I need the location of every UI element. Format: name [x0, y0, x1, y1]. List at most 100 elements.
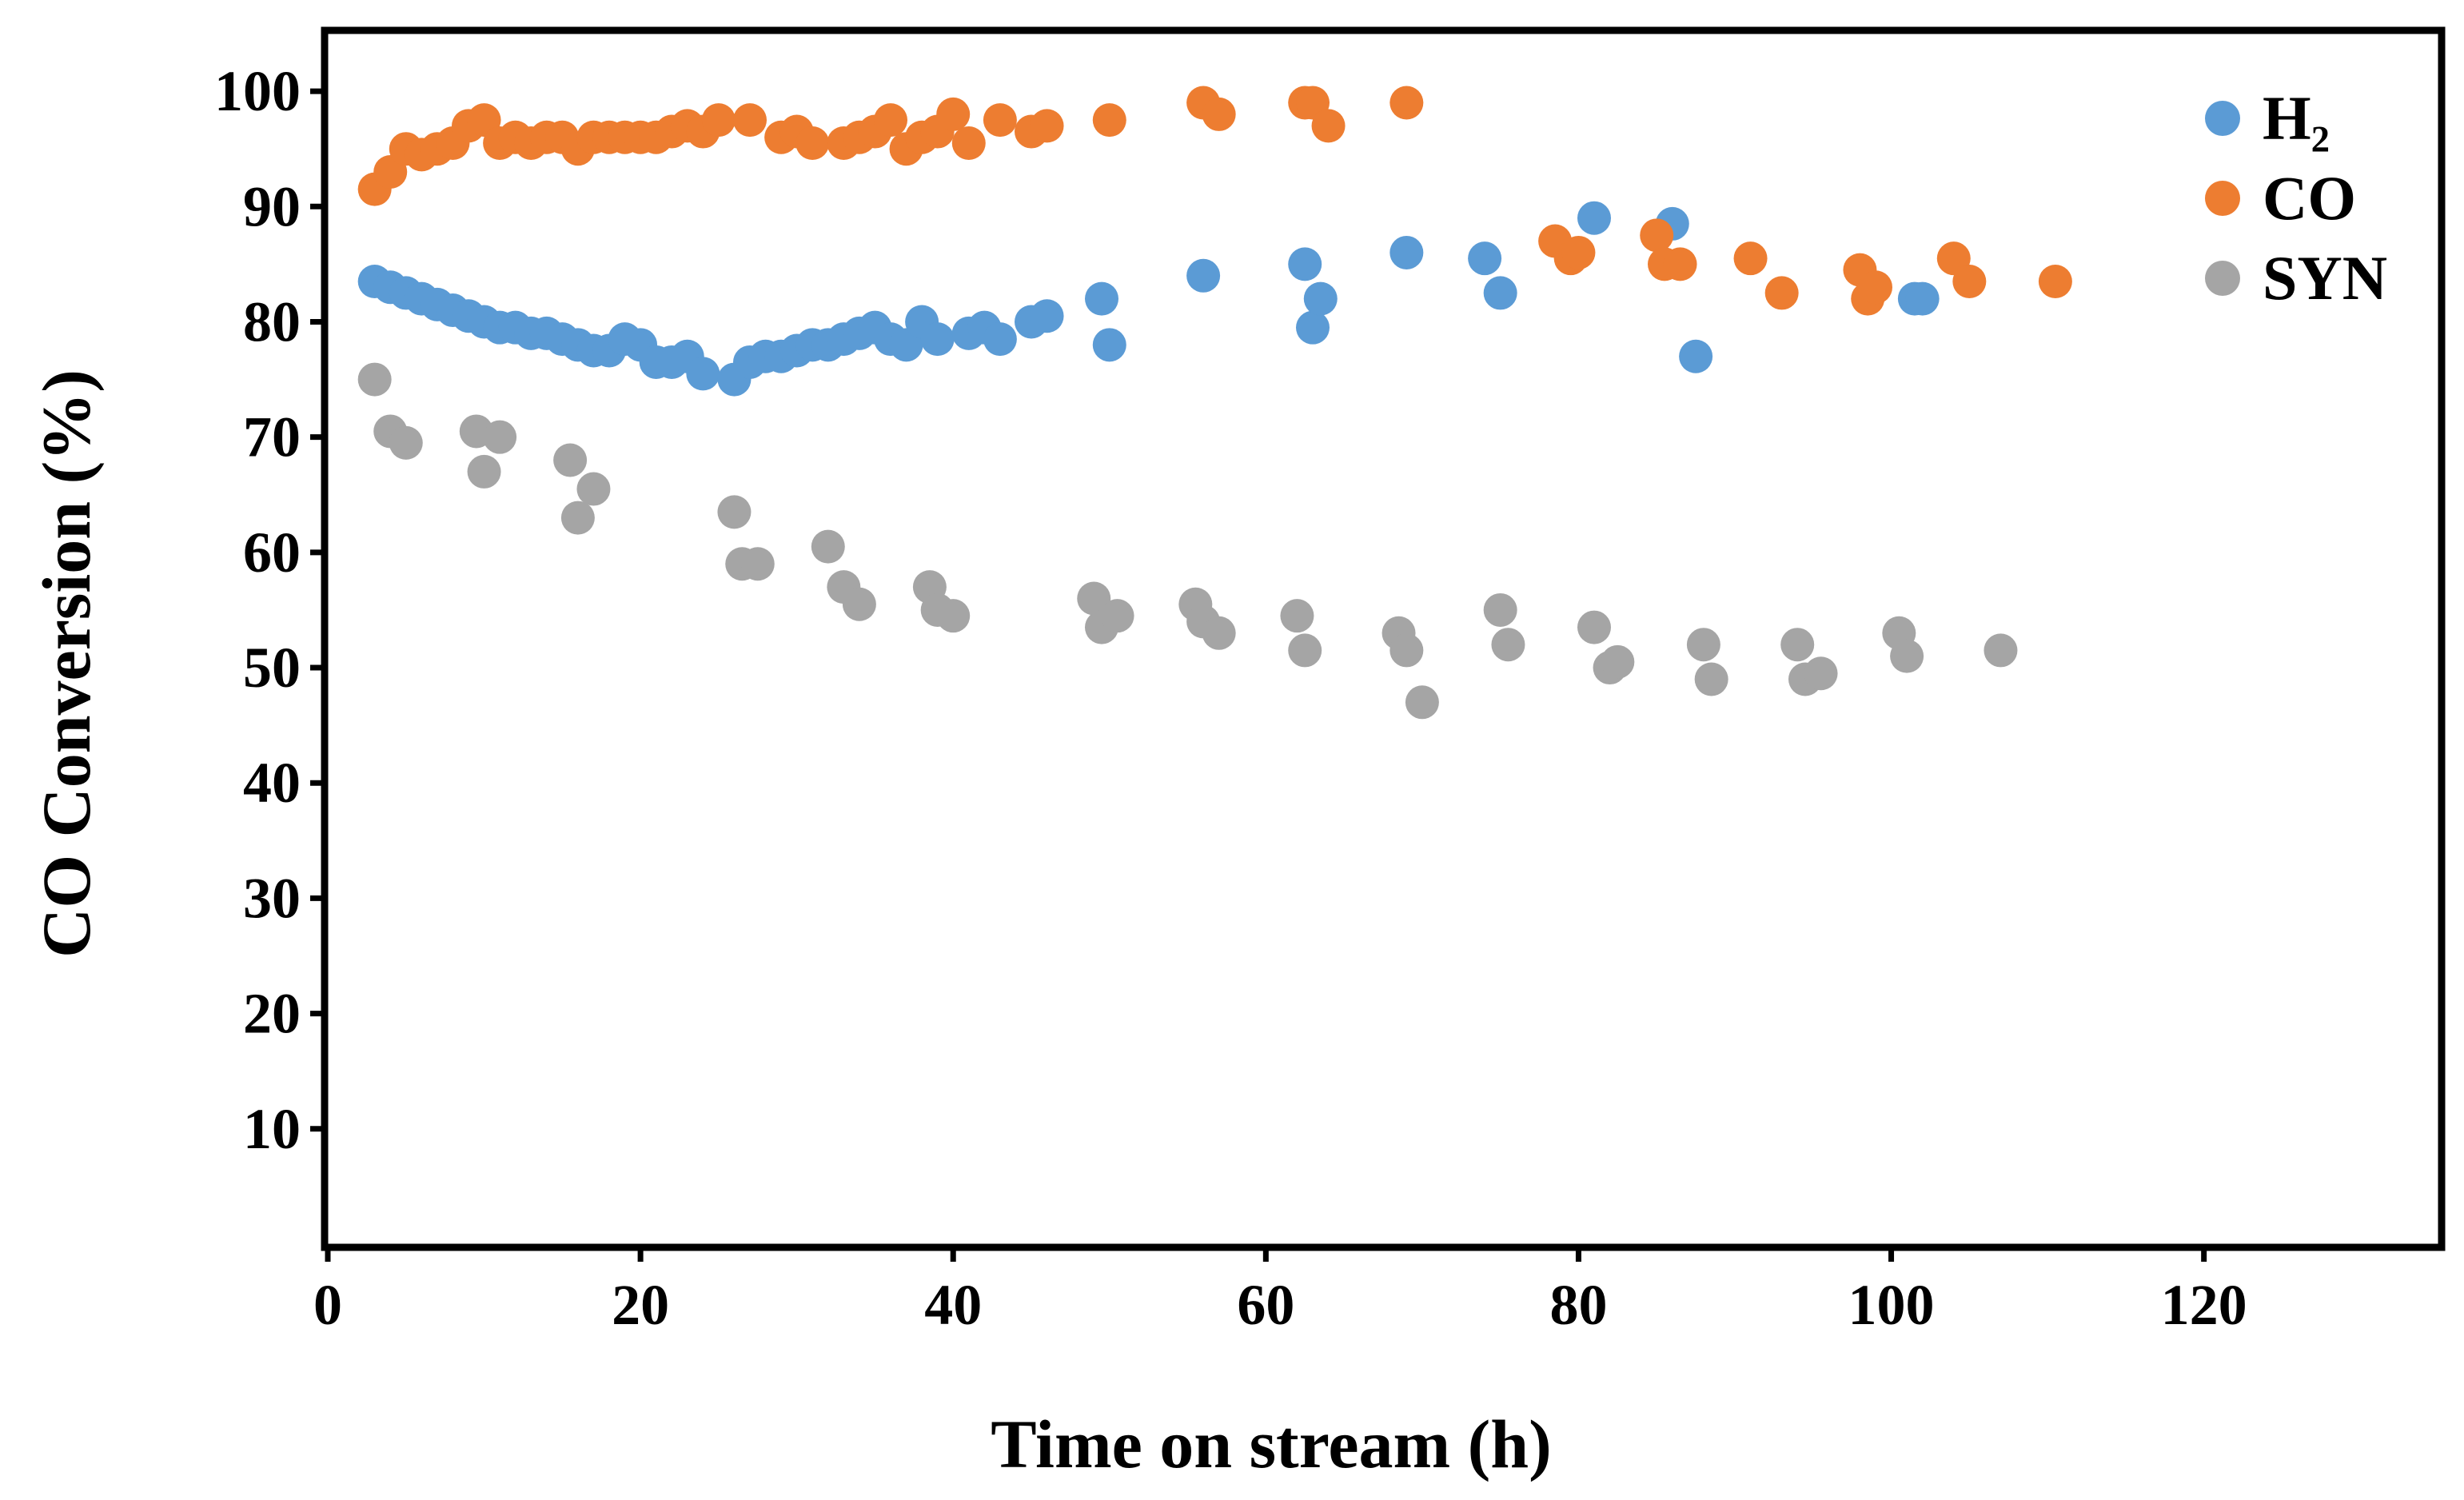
data-point — [1030, 299, 1064, 333]
y-tick-label: 60 — [243, 521, 301, 584]
data-point — [1679, 339, 1713, 373]
data-point — [1186, 258, 1221, 293]
x-tick-label: 0 — [313, 1273, 342, 1337]
series-layer — [357, 86, 2072, 720]
data-point — [1890, 639, 1924, 673]
data-point — [811, 529, 845, 564]
data-point — [1303, 281, 1338, 316]
data-point — [1092, 103, 1126, 138]
data-point — [1030, 109, 1064, 143]
data-point — [357, 362, 392, 397]
x-tick-label: 100 — [1848, 1273, 1935, 1337]
legend-marker — [2205, 101, 2240, 136]
data-point — [920, 322, 955, 357]
legend-label: H₂ — [2263, 83, 2330, 153]
data-point — [1077, 581, 1111, 616]
data-point — [560, 501, 595, 535]
data-point — [936, 599, 971, 633]
data-point — [1389, 235, 1424, 269]
data-point — [1984, 633, 2018, 668]
data-point — [1952, 265, 1987, 299]
data-point — [936, 97, 971, 131]
legend: H₂ CO SYN — [2205, 83, 2387, 313]
data-point — [1733, 241, 1768, 276]
y-axis-title: CO Conversion (%) — [28, 369, 105, 958]
legend-label: CO — [2263, 163, 2356, 233]
data-point — [1577, 201, 1611, 235]
data-point — [795, 126, 830, 160]
y-axis: 10 20 30 40 50 60 70 80 90 100 — [214, 59, 328, 1161]
legend-marker — [2205, 261, 2240, 296]
x-tick-label: 40 — [924, 1273, 982, 1337]
data-point — [1905, 281, 1940, 316]
series-co — [357, 86, 2072, 316]
x-tick-label: 20 — [612, 1273, 669, 1337]
data-point — [1764, 276, 1799, 310]
data-point — [733, 103, 767, 138]
data-point — [389, 425, 423, 460]
data-point — [951, 126, 986, 160]
data-point — [983, 322, 1017, 357]
data-point — [1100, 599, 1134, 633]
data-point — [1202, 97, 1236, 131]
data-point — [2038, 265, 2072, 299]
plot-area — [321, 26, 2446, 1251]
data-point — [1694, 662, 1728, 696]
data-point — [1405, 685, 1439, 720]
data-point — [874, 103, 907, 138]
data-point — [701, 103, 736, 138]
y-tick-label: 10 — [243, 1097, 301, 1161]
data-point — [1577, 610, 1611, 644]
data-point — [1780, 628, 1815, 662]
series-h₂ — [357, 201, 1940, 397]
data-point — [1288, 633, 1322, 668]
data-point — [1561, 235, 1596, 269]
data-point — [717, 495, 752, 529]
data-point — [686, 357, 720, 391]
data-point — [1296, 310, 1330, 345]
y-tick-label: 100 — [214, 59, 301, 123]
data-point — [1483, 592, 1517, 627]
x-tick-label: 80 — [1549, 1273, 1607, 1337]
data-point — [1601, 644, 1635, 679]
data-point — [1092, 328, 1126, 362]
x-axis: 0 20 40 60 80 100 120 — [313, 1244, 2247, 1337]
data-point — [1389, 86, 1424, 120]
legend-marker — [2205, 181, 2240, 216]
data-point — [1491, 628, 1525, 662]
x-tick-label: 120 — [2161, 1273, 2247, 1337]
y-tick-label: 30 — [243, 866, 301, 930]
data-point — [576, 472, 611, 506]
data-point — [983, 103, 1017, 138]
y-tick-label: 70 — [243, 405, 301, 469]
data-point — [1663, 247, 1697, 281]
y-tick-label: 90 — [243, 174, 301, 238]
data-point — [740, 547, 775, 581]
data-point — [483, 420, 517, 454]
x-axis-title: Time on stream (h) — [991, 1406, 1551, 1482]
data-point — [1804, 656, 1838, 691]
data-point — [1640, 218, 1674, 253]
y-tick-label: 20 — [243, 982, 301, 1046]
legend-label: SYN — [2263, 243, 2387, 313]
data-point — [553, 443, 588, 477]
data-point — [1468, 241, 1502, 276]
data-point — [1483, 276, 1517, 310]
data-point — [842, 587, 876, 621]
data-point — [1202, 616, 1236, 650]
data-point — [1085, 281, 1118, 316]
y-tick-label: 80 — [243, 289, 301, 353]
data-point — [1859, 270, 1892, 305]
data-point — [1280, 599, 1314, 633]
data-point — [467, 454, 501, 489]
data-point — [1311, 109, 1346, 143]
series-syn — [357, 362, 2018, 720]
data-point — [1389, 633, 1424, 668]
x-tick-label: 60 — [1237, 1273, 1294, 1337]
plot-frame — [321, 26, 2446, 1251]
data-point — [1288, 247, 1322, 281]
y-tick-label: 50 — [243, 636, 301, 700]
y-tick-label: 40 — [243, 751, 301, 815]
data-point — [1686, 628, 1720, 662]
